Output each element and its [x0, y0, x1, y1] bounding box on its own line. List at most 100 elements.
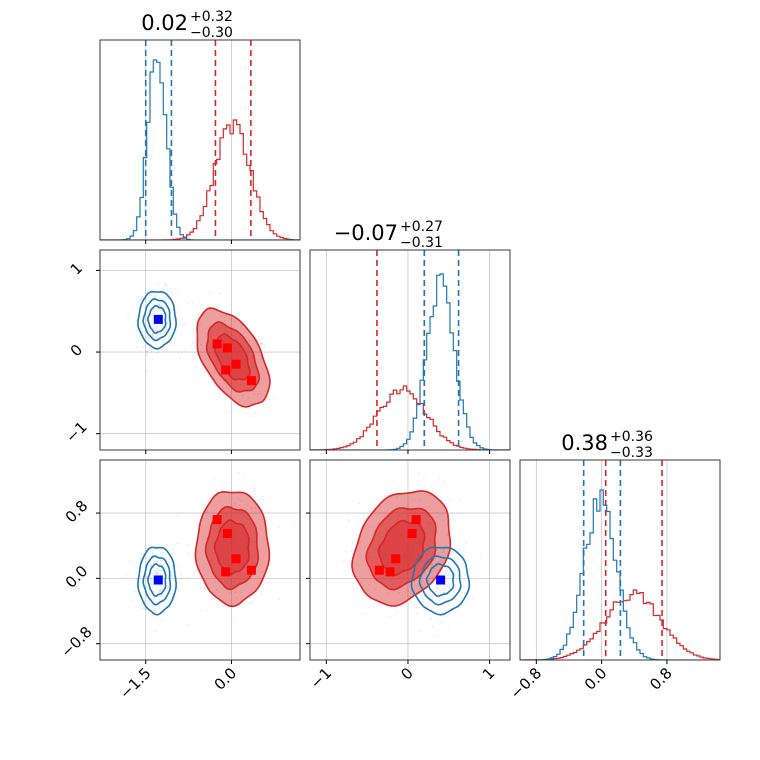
- series-b-sample-point: [467, 593, 469, 596]
- series-a-sample-point: [219, 292, 222, 295]
- series-b-sample-point: [154, 336, 157, 338]
- series-a-sample-point: [261, 570, 264, 573]
- series-a-sample-point: [437, 475, 440, 478]
- series-a-sample-point: [449, 499, 452, 502]
- series-b-sample-point: [144, 575, 147, 578]
- series-a-sample-point: [213, 372, 216, 375]
- series-b-sample-point: [437, 570, 440, 573]
- series-b-sample-point: [440, 597, 443, 600]
- series-a-sample-point: [260, 342, 263, 345]
- series-b-sample-point: [447, 597, 450, 600]
- series-a-contour-line: [365, 507, 437, 591]
- series-b-sample-point: [445, 609, 447, 612]
- x-tick-label: 0.0: [211, 664, 241, 694]
- series-b-sample-point: [464, 573, 466, 576]
- series-b-sample-point: [445, 615, 447, 618]
- series-b-sample-point: [405, 602, 408, 604]
- series-b-sample-point: [156, 554, 158, 557]
- series-a-sample-point: [217, 303, 219, 306]
- series-b-sample-point: [138, 300, 140, 303]
- series-b-sample-point: [150, 578, 153, 581]
- series-b-sample-point: [422, 580, 424, 583]
- series-b-sample-point: [167, 585, 170, 588]
- title-upper: +0.36: [610, 429, 653, 445]
- series-b-sample-point: [420, 559, 423, 562]
- series-a-sample-point: [205, 537, 208, 539]
- series-a-sample-point: [428, 567, 430, 569]
- title-value: 0.02: [141, 11, 188, 35]
- series-a-sample-point: [383, 495, 386, 497]
- series-a-marker: [222, 528, 232, 538]
- series-b-sample-point: [159, 584, 161, 587]
- series-b-sample-point: [429, 582, 432, 585]
- series-a-sample-point: [249, 415, 252, 418]
- series-b-sample-point: [160, 555, 163, 557]
- series-b-sample-point: [151, 333, 154, 336]
- series-b-sample-point: [152, 584, 155, 586]
- series-a-sample-point: [213, 591, 216, 594]
- series-b-sample-point: [414, 579, 417, 582]
- series-a-sample-point: [348, 520, 351, 523]
- series-b-sample-point: [155, 327, 157, 329]
- series-a-sample-point: [206, 511, 209, 514]
- series-a-sample-point: [205, 609, 208, 611]
- series-a-sample-point: [253, 393, 256, 396]
- series-b-sample-point: [162, 288, 165, 291]
- series-b-sample-point: [140, 553, 143, 555]
- series-b-sample-point: [150, 579, 153, 582]
- series-b-contour-line: [418, 555, 462, 606]
- panel-content: [310, 250, 510, 450]
- series-a-sample-point: [243, 473, 246, 476]
- series-b-sample-point: [150, 351, 152, 353]
- series-b-sample-point: [432, 607, 434, 610]
- series-b-sample-point: [151, 334, 154, 337]
- series-a-sample-point: [247, 397, 250, 399]
- series-b-sample-point: [156, 310, 159, 313]
- hist-title-0: 0.02 +0.32−0.30: [141, 9, 233, 41]
- series-b-sample-point: [162, 583, 165, 585]
- series-b-sample-point: [437, 561, 440, 564]
- panel-content: [126, 471, 295, 633]
- series-b-sample-point: [173, 337, 176, 340]
- title-upper: +0.27: [400, 219, 443, 235]
- series-b-sample-point: [158, 288, 161, 291]
- series-b-sample-point: [147, 599, 150, 602]
- series-a-sample-point: [187, 624, 190, 626]
- series-a-sample-point: [344, 550, 347, 553]
- series-b-sample-point: [140, 327, 143, 330]
- series-a-sample-point: [451, 551, 454, 553]
- series-b-sample-point: [155, 571, 158, 574]
- series-b-contour-line: [147, 304, 167, 335]
- series-a-sample-point: [231, 390, 234, 393]
- series-a-marker: [407, 528, 417, 538]
- series-a-sample-point: [438, 567, 441, 570]
- series-b-contour-line: [425, 563, 455, 598]
- series-b-sample-point: [157, 302, 160, 305]
- series-b-sample-point: [150, 302, 153, 305]
- panel-content: [100, 40, 300, 240]
- series-b-sample-point: [157, 569, 160, 572]
- series-b-sample-point: [432, 567, 435, 570]
- series-a-sample-point: [219, 500, 222, 503]
- series-a-sample-point: [259, 377, 262, 380]
- series-a-sample-point: [237, 497, 240, 500]
- series-b-sample-point: [152, 557, 154, 560]
- series-b-sample-point: [172, 585, 174, 587]
- series-b-sample-point: [151, 325, 153, 328]
- series-a-sample-point: [202, 539, 205, 542]
- series-b-sample-point: [428, 580, 431, 582]
- series-b-sample-point: [154, 609, 156, 612]
- series-b-sample-point: [437, 584, 440, 587]
- series-a-sample-point: [199, 322, 202, 325]
- series-a-sample-point: [260, 503, 263, 506]
- series-b-marker: [153, 314, 163, 324]
- axis-frame: [519, 459, 721, 661]
- series-a-sample-point: [220, 315, 223, 318]
- series-a-sample-point: [435, 549, 438, 551]
- series-a-sample-point: [401, 594, 404, 596]
- series-a-sample-point: [254, 411, 256, 414]
- series-b-sample-point: [165, 285, 168, 287]
- series-b-sample-point: [151, 309, 154, 312]
- series-b-sample-point: [140, 296, 143, 298]
- series-b-sample-point: [442, 548, 445, 551]
